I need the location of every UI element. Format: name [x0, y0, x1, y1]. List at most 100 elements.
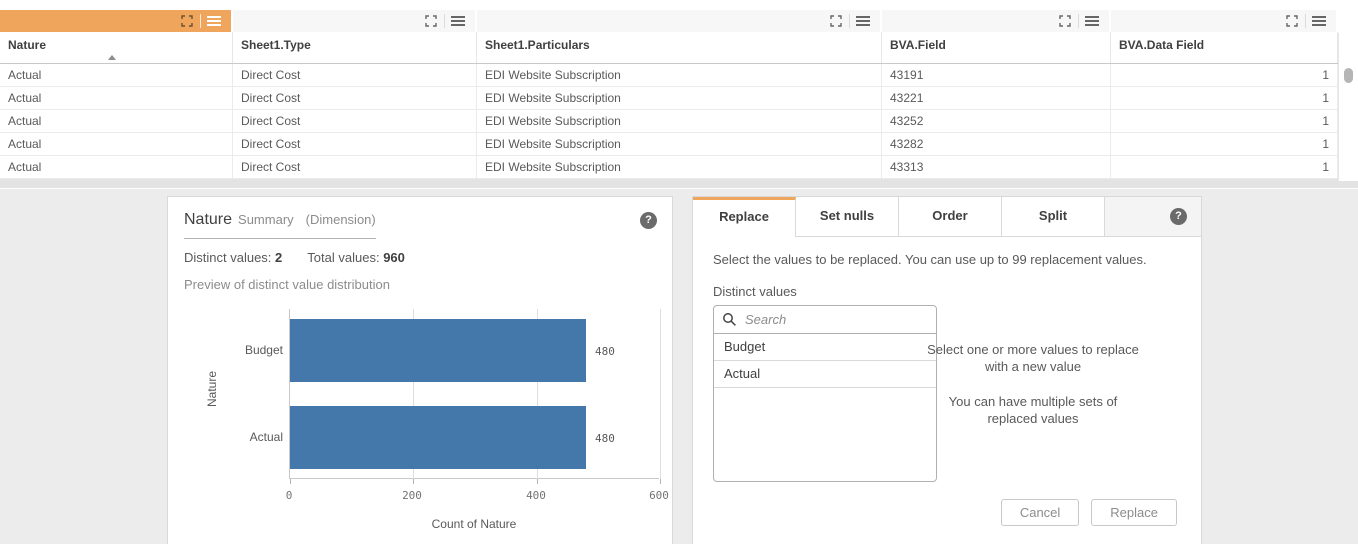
distinct-values-count: 2	[275, 250, 283, 265]
column-header-label: Nature	[8, 38, 47, 52]
distinct-value-list: Budget Actual	[714, 334, 936, 481]
replace-hint-secondary: You can have multiple sets of replaced v…	[948, 394, 1118, 426]
field-title: Nature	[184, 211, 233, 228]
column-toolbar-row	[0, 10, 1358, 32]
tab-set-nulls[interactable]: Set nulls	[796, 197, 899, 237]
toolbar-divider	[444, 14, 445, 28]
table-row: Actual Direct Cost EDI Website Subscriptio…	[0, 64, 1358, 87]
table-header-row: Nature Sheet1.Type Sheet1.Particulars BVA.F…	[0, 32, 1358, 64]
horizontal-scroll-track[interactable]	[0, 179, 1358, 188]
column-menu-button[interactable]	[852, 10, 874, 32]
field-summary-panel: Nature Summary (Dimension) ? Distinct valu…	[167, 196, 673, 544]
chart-gridline	[537, 309, 538, 479]
tabbar-filler: ?	[1105, 197, 1201, 237]
chart-x-tick-label: 200	[402, 489, 422, 502]
preview-caption: Preview of distinct value distribution	[184, 277, 390, 292]
table-cell: Direct Cost	[233, 133, 477, 155]
vertical-scrollbar-thumb[interactable]	[1344, 68, 1353, 83]
expand-column-button[interactable]	[825, 10, 847, 32]
column-header-sheet1-type[interactable]: Sheet1.Type	[233, 32, 477, 63]
column-menu-button[interactable]	[447, 10, 469, 32]
table-cell: 43282	[882, 133, 1111, 155]
table-cell: 1	[1111, 64, 1338, 86]
chart-category-label: Actual	[249, 430, 283, 444]
table-cell: Actual	[0, 87, 233, 109]
transform-tabbar: Replace Set nulls Order Split?	[693, 197, 1201, 237]
sort-ascending-icon	[108, 55, 116, 60]
expand-column-button[interactable]	[420, 10, 442, 32]
expand-column-button[interactable]	[1054, 10, 1076, 32]
search-icon	[723, 313, 736, 326]
table-cell: Direct Cost	[233, 64, 477, 86]
column-header-nature[interactable]: Nature	[0, 32, 233, 63]
menu-icon	[451, 16, 465, 26]
tab-replace[interactable]: Replace	[693, 197, 796, 237]
tab-split[interactable]: Split	[1002, 197, 1105, 237]
chart-tick-mark	[537, 479, 538, 484]
replace-hint-primary: Select one or more values to replace wit…	[927, 342, 1139, 374]
column-header-bva-field[interactable]: BVA.Field	[882, 32, 1111, 63]
table-cell: 1	[1111, 156, 1338, 178]
fullscreen-icon	[425, 15, 437, 27]
expand-column-button[interactable]	[176, 10, 198, 32]
table-cell: 1	[1111, 133, 1338, 155]
dimension-label: (Dimension)	[305, 212, 376, 227]
table-cell: Actual	[0, 110, 233, 132]
table-cell: EDI Website Subscription	[477, 156, 882, 178]
chart-tick-mark	[413, 479, 414, 484]
column-toolbar-0[interactable]	[0, 10, 233, 32]
column-header-label: Sheet1.Particulars	[485, 38, 590, 52]
column-menu-button[interactable]	[1081, 10, 1103, 32]
replace-instruction: Select the values to be replaced. You ca…	[713, 252, 1147, 267]
distinct-values-label: Distinct values:	[184, 250, 272, 265]
help-icon[interactable]: ?	[640, 212, 657, 229]
cancel-button[interactable]: Cancel	[1000, 499, 1080, 526]
menu-icon	[1085, 16, 1099, 26]
menu-icon	[207, 16, 221, 26]
chart-x-tick-label: 400	[526, 489, 546, 502]
column-header-bva-data-field[interactable]: BVA.Data Field	[1111, 32, 1338, 63]
expand-column-button[interactable]	[1281, 10, 1303, 32]
column-toolbar-1[interactable]	[233, 10, 477, 32]
search-bar[interactable]	[714, 306, 936, 334]
menu-icon	[856, 16, 870, 26]
tab-order[interactable]: Order	[899, 197, 1002, 237]
table-cell: 1	[1111, 110, 1338, 132]
chart-gridline	[660, 309, 661, 479]
column-header-sheet1-particulars[interactable]: Sheet1.Particulars	[477, 32, 882, 63]
total-values-count: 960	[383, 250, 405, 265]
chart-bar-actual	[290, 406, 586, 469]
transform-panel: Replace Set nulls Order Split? Select the v…	[692, 196, 1202, 544]
column-toolbar-2[interactable]	[477, 10, 882, 32]
distinct-values-caption: Distinct values	[713, 284, 797, 299]
replace-button[interactable]: Replace	[1091, 499, 1177, 526]
column-menu-button[interactable]	[203, 10, 225, 32]
table-cell: 43221	[882, 87, 1111, 109]
toolbar-divider	[200, 14, 201, 28]
table-cell: 43252	[882, 110, 1111, 132]
column-header-label: BVA.Field	[890, 38, 946, 52]
table-cell: EDI Website Subscription	[477, 64, 882, 86]
column-menu-button[interactable]	[1308, 10, 1330, 32]
table-row: Actual Direct Cost EDI Website Subscriptio…	[0, 156, 1358, 179]
table-cell: Actual	[0, 133, 233, 155]
fullscreen-icon	[1059, 15, 1071, 27]
search-input[interactable]	[745, 312, 928, 327]
distinct-value-item-budget[interactable]: Budget	[714, 334, 936, 361]
table-cell: Direct Cost	[233, 156, 477, 178]
chart-x-axis-title: Count of Nature	[431, 517, 517, 531]
table-cell: EDI Website Subscription	[477, 110, 882, 132]
distinct-value-item-actual[interactable]: Actual	[714, 361, 936, 388]
toolbar-divider	[849, 14, 850, 28]
chart-tick-mark	[290, 479, 291, 484]
table-cell: Actual	[0, 64, 233, 86]
vertical-scrollbar[interactable]	[1338, 33, 1358, 181]
help-icon[interactable]: ?	[1170, 208, 1187, 225]
column-header-label: BVA.Data Field	[1119, 38, 1205, 52]
chart-y-axis-title: Nature	[205, 370, 219, 408]
column-toolbar-4[interactable]	[1111, 10, 1338, 32]
column-toolbar-3[interactable]	[882, 10, 1111, 32]
table-cell: Direct Cost	[233, 110, 477, 132]
chart-bar-value-label: 480	[595, 432, 615, 445]
